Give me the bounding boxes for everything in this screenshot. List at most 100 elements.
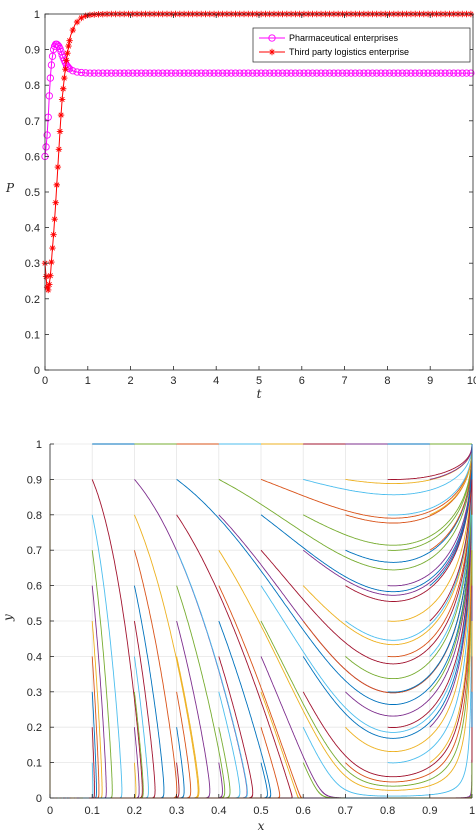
legend-marker bbox=[268, 48, 276, 56]
y-tick-label: 0.3 bbox=[27, 687, 42, 699]
y-axis-label: P bbox=[5, 181, 15, 195]
y-tick-label: 0.8 bbox=[25, 80, 40, 92]
data-point bbox=[46, 281, 53, 288]
data-point bbox=[54, 41, 62, 49]
data-point bbox=[120, 69, 128, 77]
data-point bbox=[197, 69, 205, 77]
data-point bbox=[62, 65, 69, 73]
data-point bbox=[53, 181, 60, 189]
data-point bbox=[445, 69, 454, 77]
data-point bbox=[300, 69, 308, 77]
data-point bbox=[99, 69, 107, 77]
x-tick-label: 0.5 bbox=[253, 805, 268, 817]
y-tick-label: 1 bbox=[34, 9, 40, 21]
y-tick-label: 0.2 bbox=[25, 294, 40, 306]
y-tick-label: 0.1 bbox=[27, 758, 42, 770]
data-point bbox=[77, 68, 86, 77]
data-point bbox=[47, 61, 56, 69]
data-point bbox=[141, 69, 150, 77]
data-point bbox=[66, 37, 73, 44]
data-point bbox=[42, 273, 50, 280]
legend: Pharmaceutical enterprises Third party lo… bbox=[252, 27, 471, 63]
data-point bbox=[428, 69, 436, 77]
y-tick-label: 0.1 bbox=[25, 329, 40, 341]
data-point bbox=[159, 69, 167, 77]
data-point bbox=[330, 69, 338, 77]
data-point bbox=[64, 49, 71, 57]
data-point bbox=[103, 69, 111, 77]
data-point bbox=[450, 69, 458, 77]
y-tick-label: 0.4 bbox=[27, 651, 42, 663]
legend-marker bbox=[268, 34, 276, 42]
data-point bbox=[403, 69, 411, 77]
data-point bbox=[278, 69, 287, 77]
x-tick-label: 0 bbox=[47, 805, 53, 817]
data-point bbox=[347, 69, 355, 77]
trajectory-line bbox=[345, 444, 473, 641]
legend-entry-label: Pharmaceutical enterprises bbox=[289, 33, 399, 43]
data-point bbox=[73, 68, 81, 76]
x-axis-label: x bbox=[258, 819, 265, 833]
data-point bbox=[257, 69, 265, 77]
data-point bbox=[355, 69, 364, 77]
data-point bbox=[218, 69, 227, 77]
y-tick-label: 1 bbox=[36, 439, 42, 451]
data-point bbox=[91, 11, 98, 18]
data-point bbox=[59, 85, 67, 92]
data-point bbox=[150, 69, 158, 77]
data-point bbox=[231, 69, 240, 77]
data-point bbox=[48, 258, 55, 266]
trajectory-line bbox=[345, 444, 473, 602]
data-point bbox=[124, 69, 133, 77]
data-point bbox=[50, 231, 57, 238]
data-point bbox=[214, 69, 222, 77]
data-point bbox=[360, 69, 368, 77]
y-tick-label: 0.7 bbox=[25, 116, 40, 128]
data-point bbox=[467, 69, 475, 77]
data-point bbox=[51, 215, 58, 223]
data-point bbox=[334, 69, 342, 77]
data-point bbox=[116, 69, 124, 77]
trajectory-line bbox=[66, 550, 178, 799]
data-point bbox=[90, 69, 98, 77]
data-point bbox=[73, 18, 81, 26]
data-point bbox=[86, 11, 94, 19]
legend-entry-label: Third party logistics enterprise bbox=[289, 47, 409, 57]
x-tick-label: 10 bbox=[467, 375, 476, 387]
trajectory-line bbox=[176, 444, 473, 705]
data-point bbox=[253, 69, 261, 77]
data-point bbox=[274, 69, 282, 77]
data-point bbox=[415, 69, 424, 77]
data-point bbox=[373, 69, 381, 77]
y-tick-label: 0.7 bbox=[27, 545, 42, 557]
x-tick-label: 1 bbox=[85, 375, 91, 387]
data-point bbox=[43, 284, 51, 291]
data-point bbox=[385, 69, 394, 77]
y-tick-label: 0 bbox=[34, 365, 40, 377]
data-point bbox=[45, 92, 53, 100]
x-tick-label: 0.8 bbox=[380, 805, 395, 817]
data-point bbox=[291, 69, 300, 77]
data-point bbox=[210, 69, 218, 77]
data-point bbox=[283, 69, 291, 77]
data-point bbox=[86, 69, 94, 77]
data-point bbox=[201, 69, 210, 77]
data-point bbox=[248, 69, 257, 77]
y-tick-label: 0.5 bbox=[27, 616, 42, 628]
x-tick-label: 0.6 bbox=[296, 805, 311, 817]
data-point bbox=[146, 69, 154, 77]
data-point bbox=[193, 69, 201, 77]
y-tick-label: 0.9 bbox=[27, 474, 42, 486]
y-tick-label: 0.3 bbox=[25, 258, 40, 270]
data-point bbox=[42, 143, 50, 151]
trajectory-line bbox=[54, 691, 97, 799]
x-tick-label: 9 bbox=[427, 375, 433, 387]
x-tick-label: 0.3 bbox=[169, 805, 184, 817]
data-point bbox=[390, 69, 398, 77]
data-point bbox=[189, 69, 197, 77]
data-point bbox=[184, 69, 193, 77]
data-point bbox=[351, 69, 359, 77]
data-point bbox=[343, 69, 351, 77]
axes-frame bbox=[44, 13, 474, 371]
data-point bbox=[69, 26, 77, 34]
